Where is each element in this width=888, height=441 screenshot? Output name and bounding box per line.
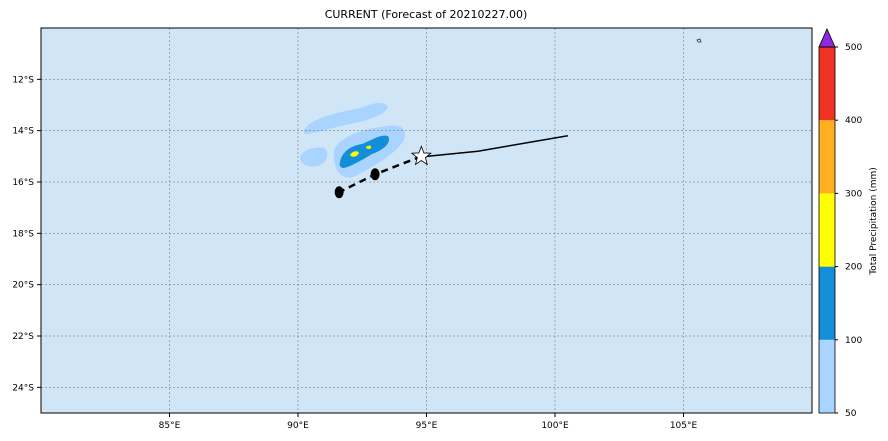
precip-band-heavy: [350, 151, 359, 157]
x-tick-label: 100°E: [541, 421, 569, 431]
colorbar-tick-label: 500: [845, 43, 862, 53]
precip-band-medium: [339, 135, 390, 168]
y-tick-label: 14°S: [12, 127, 34, 137]
colorbar-tick-label: 50: [845, 409, 857, 419]
precip-band-light-2: [300, 147, 328, 167]
island-outline: [696, 38, 702, 43]
colorbar-segment: [819, 47, 835, 121]
gridlines: [41, 28, 812, 413]
y-tick-label: 22°S: [12, 332, 34, 342]
colorbar-segment: [819, 266, 835, 340]
y-tick-label: 24°S: [12, 383, 34, 393]
colorbar: 50 100 200 300 400 500: [818, 28, 862, 419]
x-axis-ticks: 85°E 90°E 95°E 100°E 105°E: [159, 413, 698, 431]
precip-band-light: [304, 102, 388, 134]
forecast-point-marker: [334, 186, 344, 199]
y-tick-label: 16°S: [12, 178, 34, 188]
colorbar-segment: [819, 339, 835, 413]
precip-band-heavy-2: [366, 145, 372, 150]
colorbar-segment: [819, 193, 835, 267]
colorbar-frame: [818, 46, 836, 414]
x-tick-label: 95°E: [416, 421, 438, 431]
forecast-points: [334, 168, 380, 199]
y-tick-label: 12°S: [12, 75, 34, 85]
colorbar-segment: [819, 120, 835, 194]
colorbar-tick-label: 400: [845, 116, 862, 126]
y-axis-ticks: 12°S 14°S 16°S 18°S 20°S 22°S 24°S: [12, 75, 41, 393]
current-position-star-icon: [410, 145, 432, 166]
colorbar-extend-arrow: [818, 28, 836, 48]
colorbar-label: Total Precipitation (mm): [869, 167, 879, 276]
colorbar-tick-label: 100: [845, 336, 862, 346]
colorbar-tick-label: 200: [845, 263, 862, 273]
x-tick-label: 90°E: [287, 421, 309, 431]
plot-area: [40, 27, 813, 414]
observed-track-line: [426, 135, 568, 158]
x-tick-label: 105°E: [670, 421, 698, 431]
y-tick-label: 20°S: [12, 281, 34, 291]
map-title: CURRENT (Forecast of 20210227.00): [324, 8, 528, 21]
x-tick-label: 85°E: [159, 421, 181, 431]
colorbar-tick-label: 300: [845, 189, 862, 199]
forecast-point-marker: [370, 168, 380, 181]
precipitation-shading: [300, 102, 406, 178]
y-tick-label: 18°S: [12, 229, 34, 239]
